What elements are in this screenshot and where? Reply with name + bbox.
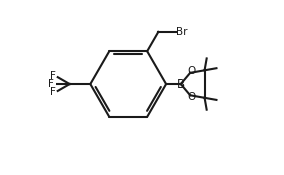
Text: O: O xyxy=(187,92,196,102)
Text: F: F xyxy=(50,71,56,81)
Text: O: O xyxy=(187,66,196,76)
Text: F: F xyxy=(50,87,56,97)
Text: Br: Br xyxy=(176,27,187,37)
Text: F: F xyxy=(48,79,54,89)
Text: B: B xyxy=(177,78,185,90)
